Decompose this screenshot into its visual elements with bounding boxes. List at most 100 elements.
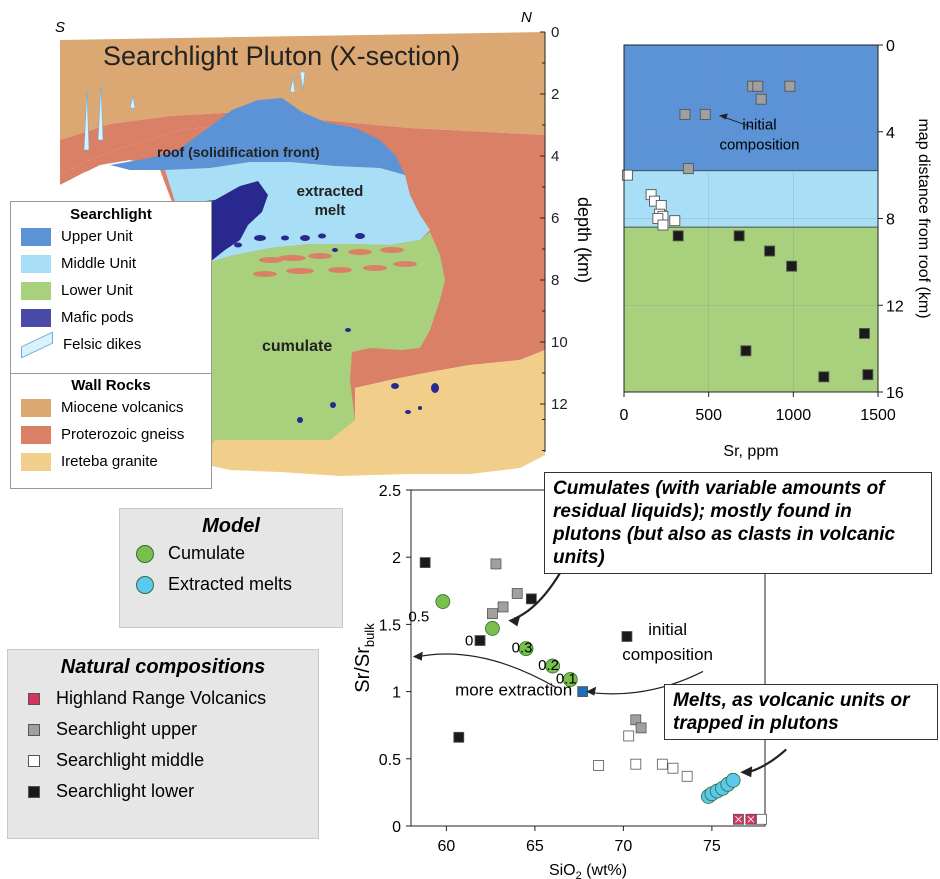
searchlight-legend-title: Searchlight — [70, 206, 152, 223]
extracted-melt-label: extracted melt — [297, 183, 364, 219]
sr-point-searchlight-lower — [786, 260, 798, 272]
scatter-point-searchlight-lower — [419, 557, 431, 568]
felsic-dike-0 — [83, 89, 90, 151]
cross-section-title: Searchlight Pluton (X-section) — [103, 41, 460, 71]
searchlight-legend-item: Middle Unit — [17, 250, 205, 277]
scatter-y-tick-label: 2.5 — [379, 483, 401, 500]
searchlight-legend-item: Mafic pods — [17, 304, 205, 331]
model-legend: Model Cumulate Extracted melts — [119, 508, 343, 628]
scatter-point-extracted-melts — [725, 772, 741, 788]
natural-legend-swatch — [28, 785, 40, 798]
sr-point-searchlight-upper — [682, 163, 694, 175]
natural-compositions-legend: Natural compositions Highland Range Volc… — [7, 649, 319, 839]
hrv-mark — [747, 815, 755, 823]
scatter-y-tick-label: 2 — [392, 550, 401, 567]
sr-point-searchlight-lower — [733, 230, 745, 242]
sr-x-tick-label: 1500 — [860, 407, 896, 424]
mafic-pod-9 — [431, 383, 439, 393]
sr-point-searchlight-lower — [818, 371, 830, 383]
scatter-point-searchlight-lower — [525, 593, 537, 605]
mafic-pod-6 — [332, 248, 338, 252]
sr-point-searchlight-upper — [699, 108, 711, 120]
arrowhead — [412, 651, 423, 661]
sr-y-tick-label: 12 — [886, 298, 904, 315]
mafic-pod-3 — [318, 233, 326, 239]
arrowhead — [508, 615, 521, 627]
natural-legend-swatch — [28, 692, 40, 705]
sr-point-searchlight-middle — [621, 169, 633, 181]
scatter-point-searchlight-middle — [623, 730, 635, 742]
sr-point-searchlight-middle — [657, 219, 669, 231]
sr-point-searchlight-lower — [764, 245, 776, 257]
searchlight-legend: Searchlight Upper Unit Middle Unit Lower U… — [10, 201, 212, 378]
sr-point-searchlight-lower — [859, 327, 870, 339]
model-legend-item: Cumulate — [130, 538, 332, 569]
initial-composition-line-2: composition — [622, 645, 713, 664]
mafic-pod-13 — [418, 406, 422, 410]
mafic-pod-7 — [345, 328, 351, 332]
scatter-point-searchlight-upper — [497, 601, 509, 613]
scatter-y-axis-label: Sr/Srbulk — [352, 623, 377, 693]
south-label: S — [55, 19, 65, 36]
scatter-point-cumulate — [435, 594, 451, 609]
depth-tick-label: 8 — [551, 272, 559, 289]
initial-composition-arrow — [593, 670, 704, 695]
scatter-point-searchlight-middle — [681, 770, 693, 782]
searchlight-legend-swatch — [21, 281, 51, 300]
sr-annotation-line-2: composition — [719, 137, 799, 154]
sr-x-tick-label: 1000 — [776, 407, 812, 424]
gneiss-xenolith-6 — [286, 268, 314, 274]
model-legend-label: Extracted melts — [168, 574, 293, 594]
cumulate-label: cumulate — [262, 338, 332, 355]
scatter-y-tick-label: 0 — [392, 819, 401, 836]
searchlight-legend-swatch — [21, 254, 51, 273]
scatter-point-searchlight-middle — [667, 762, 679, 774]
initial-composition-line-1: initial — [648, 620, 687, 639]
scatter-point-searchlight-middle — [593, 760, 605, 771]
more-extraction-label: more extraction — [455, 681, 572, 700]
wall-rocks-legend-swatch — [21, 452, 51, 471]
mafic-pod-8 — [391, 383, 399, 389]
sr-point-searchlight-upper — [752, 80, 764, 92]
sr-point-searchlight-upper — [679, 108, 691, 120]
scatter-x-tick-label: 65 — [526, 838, 544, 855]
model-legend-label: Cumulate — [168, 543, 246, 563]
gneiss-xenolith-3 — [348, 249, 372, 255]
mafic-pod-4 — [355, 233, 365, 239]
gneiss-xenolith-7 — [328, 267, 352, 273]
sr-point-searchlight-middle — [669, 215, 681, 227]
sr-point-searchlight-lower — [862, 369, 874, 381]
y-label-part: Sr/Sr — [352, 647, 374, 693]
searchlight-legend-item: Lower Unit — [17, 277, 205, 304]
x-label-part: SiO — [549, 862, 576, 879]
natural-legend-item: Highland Range Volcanics — [18, 683, 308, 714]
arrowhead — [586, 686, 597, 696]
sr-x-tick-label: 500 — [695, 407, 722, 424]
scatter-point-searchlight-lower — [621, 631, 633, 642]
band-lower — [623, 226, 879, 393]
gneiss-xenolith-8 — [363, 265, 387, 271]
searchlight-legend-swatch — [21, 308, 51, 327]
arrowhead — [740, 766, 753, 778]
mafic-pod-11 — [330, 402, 336, 408]
sr-annotation: initial composition — [719, 117, 799, 154]
scatter-x-tick-label: 70 — [615, 838, 633, 855]
roof-label: roof (solidification front) — [157, 144, 320, 160]
scatter-point-searchlight-upper — [490, 558, 502, 570]
x-label-part: (wt%) — [582, 862, 627, 879]
scatter-point-searchlight-lower — [474, 635, 486, 646]
natural-legend-label: Searchlight upper — [56, 719, 198, 739]
searchlight-legend-label: Mafic pods — [61, 309, 134, 326]
wall-rocks-legend-label: Miocene volcanics — [61, 399, 184, 416]
scatter-x-tick-label: 75 — [703, 838, 721, 855]
scatter-point-searchlight-lower — [453, 731, 465, 743]
searchlight-legend-label: Lower Unit — [61, 282, 133, 299]
sr-x-tick-label: 0 — [620, 407, 629, 424]
natural-legend-item: Searchlight middle — [18, 745, 308, 776]
depth-tick-label: 2 — [551, 86, 559, 103]
model-legend-title: Model — [202, 515, 260, 537]
felsic-dike-3 — [289, 77, 296, 93]
sr-point-searchlight-lower — [672, 230, 684, 242]
sr-point-searchlight-upper — [755, 93, 767, 105]
felsic-dike-2 — [129, 95, 136, 109]
